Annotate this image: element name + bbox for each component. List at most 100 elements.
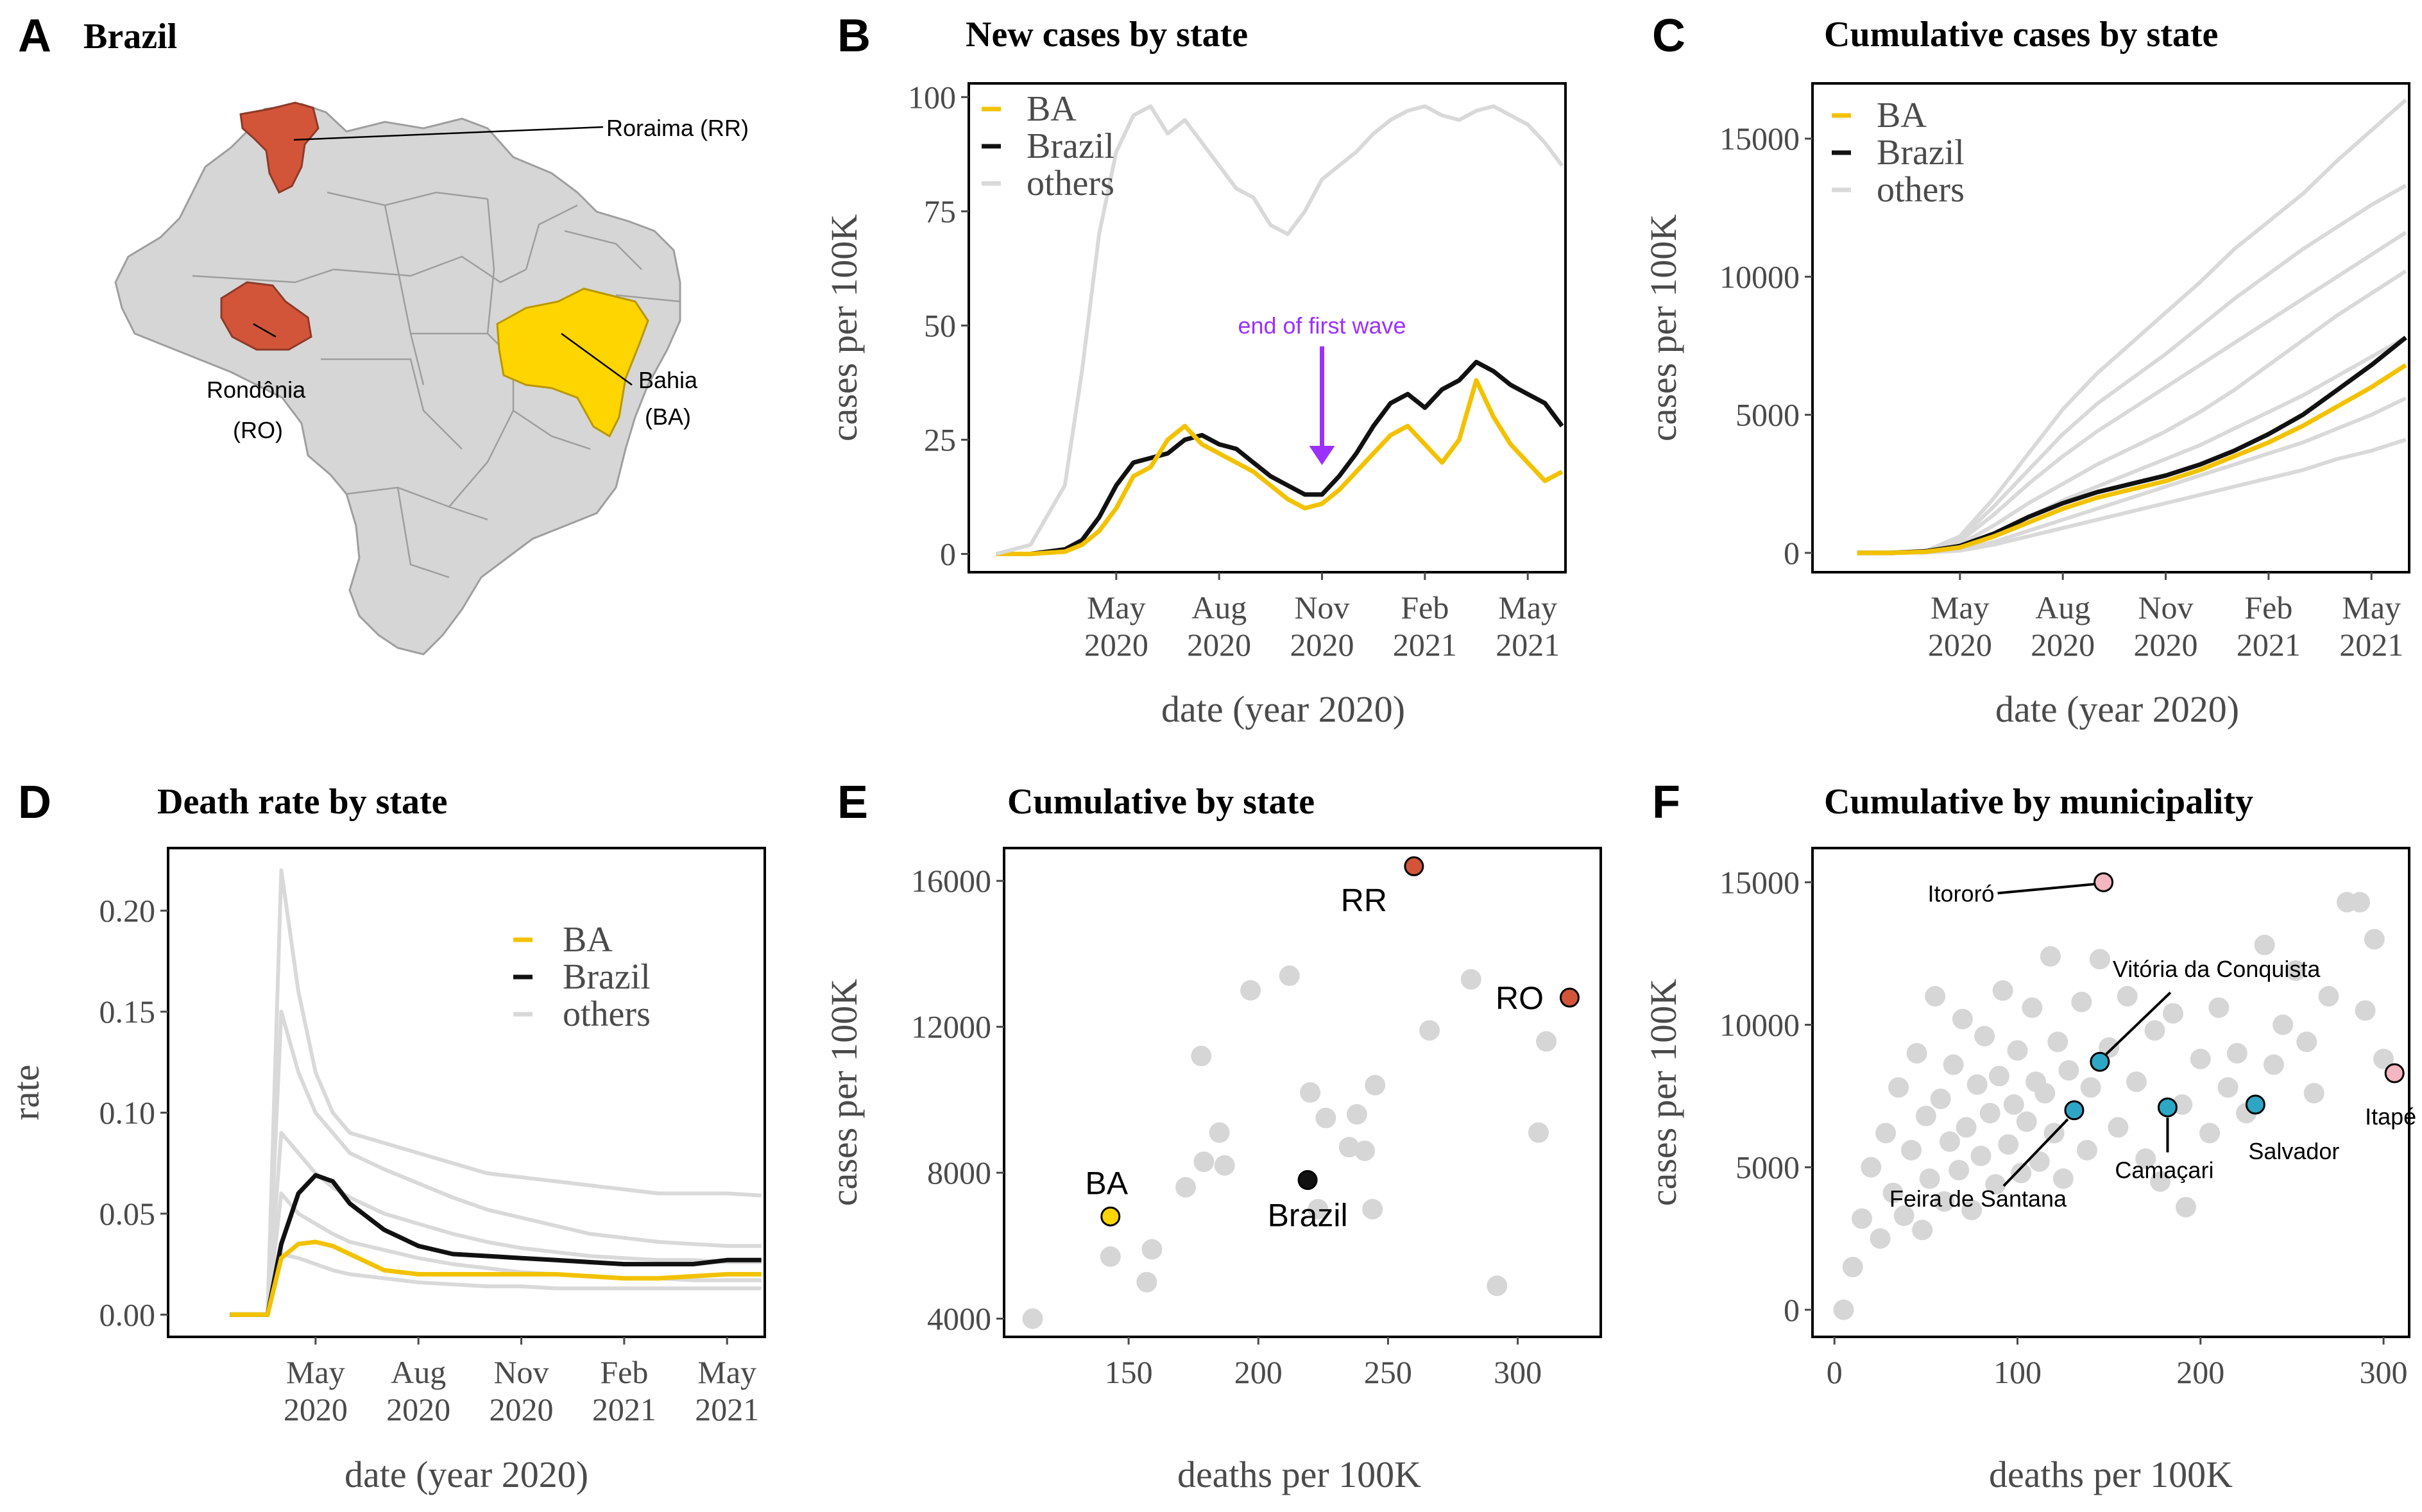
panel-title: Cumulative by state: [1007, 782, 1315, 822]
series-line-ba: [1857, 363, 2407, 556]
scatter-point: [2011, 1162, 2032, 1184]
scatter-point: [2318, 986, 2339, 1007]
leader-line: [2105, 991, 2172, 1055]
scatter-point: [1915, 1105, 1936, 1126]
scatter-point: [2029, 1151, 2050, 1172]
scatter-point: [1979, 1103, 2000, 1124]
scatter-point: [2144, 1020, 2165, 1041]
x-axis-label: date (year 2020): [1161, 688, 1405, 730]
scatter-point: [2364, 929, 2385, 950]
scatter-point: [1279, 965, 1300, 987]
scatter-point: [2355, 1000, 2376, 1021]
scatter-point: [2108, 1117, 2129, 1138]
point-label: BA: [1085, 1165, 1128, 1201]
plot-frame: [167, 847, 766, 1338]
leader-line: [1997, 883, 2094, 895]
plot-frame: [1811, 82, 2410, 573]
scatter-point: [1870, 1228, 1891, 1249]
x-tick-label: May: [1931, 590, 1990, 625]
plot-frame: [968, 82, 1567, 573]
scatter-point: [1141, 1239, 1163, 1260]
scatter-point: [1952, 1008, 1973, 1030]
scatter-point: [2034, 1083, 2056, 1104]
y-ticks: 4000 8000 12000 16000: [911, 863, 1004, 1337]
ro-leader: [253, 323, 277, 338]
scatter-point: [1934, 1191, 1955, 1212]
y-tick-label: 5000: [1735, 397, 1800, 433]
scatter-point: [2175, 1196, 2196, 1218]
scatter-point: [1985, 1174, 2006, 1195]
x-tick-label: May: [286, 1354, 345, 1390]
scatter-point: [1354, 1140, 1376, 1161]
panel-label: F: [1652, 777, 1680, 828]
ba-label: Bahia: [638, 367, 698, 393]
labeled-point: [2064, 1100, 2085, 1121]
panel-label: B: [837, 10, 871, 62]
x-ticks: 150 200 250 300: [1105, 1337, 1542, 1390]
y-axis-label: cases per 100K: [1642, 214, 1684, 441]
scatter-point: [1925, 986, 1946, 1007]
scatter-point: [1022, 1308, 1043, 1329]
scatter-point: [1136, 1271, 1157, 1293]
point-label: RO: [1496, 980, 1544, 1016]
y-tick-label: 8000: [927, 1155, 991, 1191]
legend-label-others: others: [563, 994, 651, 1034]
y-tick-label: 0: [1784, 535, 1800, 571]
x-tick-label: Feb: [1401, 590, 1449, 625]
scatter-point: [2076, 1139, 2097, 1160]
x-tick-label: Nov: [1294, 590, 1349, 625]
legend-label-brazil: Brazil: [1877, 133, 1965, 173]
panel-c: C Cumulative cases by state 0 5000 10000 15…: [1642, 10, 2410, 730]
scatter-point: [2263, 1054, 2284, 1075]
series-line-brazil: [996, 359, 1564, 556]
scatter-point: [1528, 1122, 1549, 1143]
scatter-point: [2162, 1003, 2183, 1024]
scatter-point: [1240, 980, 1261, 1001]
y-tick-label: 10000: [1719, 1007, 1800, 1042]
x-tick-label: 2020: [386, 1391, 450, 1427]
scatter-point: [2226, 1042, 2247, 1064]
series-line-others: [230, 1010, 762, 1317]
scatter-point: [2099, 1037, 2120, 1058]
plot-frame: [1811, 847, 2410, 1338]
plot-data: [230, 868, 762, 1317]
scatter-point: [1906, 1042, 1927, 1064]
scatter-point: [2016, 1111, 2037, 1132]
scatter-point: [1961, 1200, 1983, 1221]
y-axis-label: rate: [5, 1065, 47, 1121]
panel-label: E: [837, 777, 868, 828]
x-tick-label: 150: [1105, 1354, 1153, 1390]
x-tick-label: 2020: [1084, 627, 1148, 663]
point-label: Vitória da Conquista: [2113, 956, 2321, 982]
y-tick-label: 0.20: [99, 893, 156, 929]
y-tick-label: 75: [924, 193, 956, 229]
scatter-point: [2349, 892, 2370, 913]
scatter-point: [1992, 980, 2013, 1001]
x-tick-label: 2020: [1290, 627, 1354, 663]
panel-label: D: [18, 777, 51, 828]
ro-label: Rondônia: [207, 377, 306, 403]
labeled-point: [1404, 856, 1424, 876]
x-tick-label: 2020: [1187, 627, 1251, 663]
scatter-point: [1988, 1066, 2009, 1087]
scatter-point: [2190, 1048, 2211, 1069]
point-label: Brazil: [1268, 1197, 1348, 1233]
scatter-point: [2080, 1077, 2101, 1098]
x-tick-label: 0: [1827, 1354, 1843, 1390]
x-tick-label: Feb: [2244, 590, 2292, 625]
point-label: Itororó: [1928, 880, 1995, 906]
brazil-outline: [114, 103, 681, 656]
scatter-point: [1956, 1117, 1977, 1138]
scatter-point: [1882, 1182, 1904, 1203]
scatter-point: [1460, 969, 1481, 990]
x-tick-label: Aug: [2035, 590, 2090, 625]
scatter-point: [1365, 1075, 1386, 1096]
y-axis-label: cases per 100K: [1642, 979, 1684, 1206]
rr-label: Roraima (RR): [606, 115, 749, 141]
x-tick-label: 2021: [2237, 627, 2301, 663]
scatter-point: [1315, 1107, 1336, 1128]
y-ticks: 0 5000 10000 15000: [1719, 121, 1812, 571]
plot-data: [996, 104, 1564, 556]
